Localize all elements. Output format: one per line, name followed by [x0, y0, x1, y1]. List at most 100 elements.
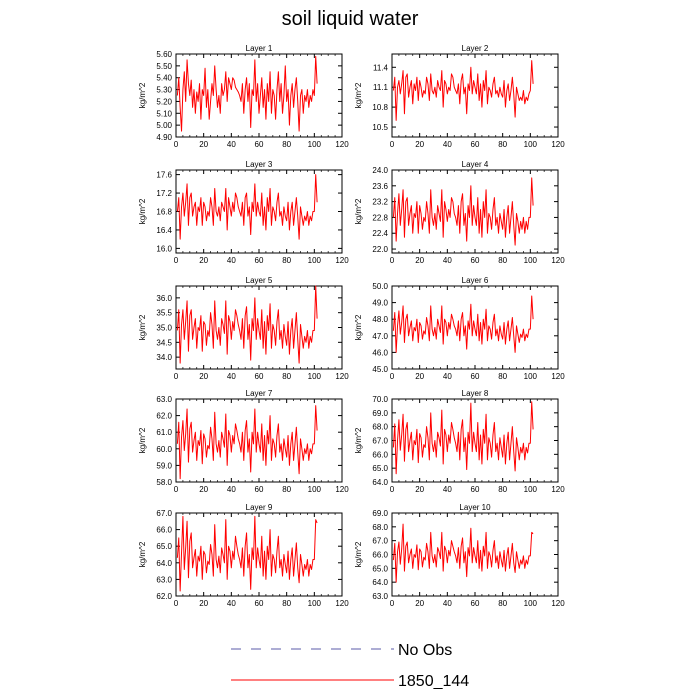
y-tick-label: 67.0	[156, 509, 172, 518]
y-tick-label: 35.0	[156, 324, 172, 333]
y-tick-label: 66.0	[372, 551, 388, 560]
y-axis-label: kg/m^2	[354, 314, 363, 340]
series-line-1850_144	[176, 285, 318, 364]
x-tick-label: 120	[551, 485, 565, 494]
y-tick-label: 65.0	[372, 464, 388, 473]
x-tick-label: 60	[255, 256, 264, 265]
x-tick-label: 0	[390, 140, 395, 149]
y-tick-label: 65.0	[156, 542, 172, 551]
y-tick-label: 61.0	[156, 428, 172, 437]
y-tick-label: 22.4	[372, 229, 388, 238]
panel-layer-9: Layer 9 kg/m^2 0 20 40 60 80 100 120 62.0 63.0 64.0…	[138, 503, 349, 608]
x-tick-label: 60	[255, 140, 264, 149]
y-tick-label: 5.20	[156, 97, 172, 106]
y-tick-label: 35.5	[156, 309, 172, 318]
figure-title: soil liquid water	[281, 8, 419, 30]
x-tick-label: 20	[415, 485, 424, 494]
panel-title: Layer 3	[246, 160, 273, 169]
x-tick-label: 100	[524, 599, 538, 608]
x-tick-label: 0	[174, 485, 179, 494]
x-tick-label: 120	[551, 256, 565, 265]
series-line-1850_144	[392, 295, 534, 353]
x-tick-label: 20	[415, 140, 424, 149]
x-tick-label: 60	[471, 256, 480, 265]
x-tick-label: 60	[471, 599, 480, 608]
x-tick-label: 0	[390, 372, 395, 381]
series-line-1850_144	[392, 401, 534, 475]
y-tick-label: 4.90	[156, 133, 172, 142]
panel-layer-5: Layer 5 kg/m^2 0 20 40 60 80 100 120 34.0 34.5 35.0…	[138, 276, 349, 381]
x-tick-label: 60	[471, 372, 480, 381]
y-tick-label: 69.0	[372, 509, 388, 518]
x-tick-label: 80	[282, 485, 291, 494]
x-tick-label: 120	[335, 372, 349, 381]
x-tick-label: 20	[415, 256, 424, 265]
series-line-1850_144	[392, 177, 534, 246]
y-axis-label: kg/m^2	[354, 541, 363, 567]
legend-label: No Obs	[398, 642, 452, 659]
panel-title: Layer 6	[462, 276, 489, 285]
series-line-1850_144	[176, 405, 318, 480]
panel-title: Layer 8	[462, 389, 489, 398]
y-tick-label: 70.0	[372, 395, 388, 404]
x-tick-label: 80	[498, 599, 507, 608]
x-tick-label: 40	[227, 140, 236, 149]
x-tick-label: 40	[443, 485, 452, 494]
panel-title: Layer 7	[246, 389, 273, 398]
y-axis-label: kg/m^2	[138, 198, 147, 224]
y-axis-label: kg/m^2	[354, 427, 363, 453]
panel-layer-2: Layer 2 kg/m^2 0 20 40 60 80 100 120 10.5 10.8 11.1…	[354, 44, 565, 149]
x-tick-label: 40	[443, 256, 452, 265]
panel-title: Layer 9	[246, 503, 273, 512]
x-tick-label: 0	[174, 256, 179, 265]
y-tick-label: 11.1	[373, 83, 389, 92]
x-tick-label: 0	[390, 599, 395, 608]
x-tick-label: 40	[227, 599, 236, 608]
x-tick-label: 100	[308, 599, 322, 608]
y-tick-label: 11.4	[373, 63, 389, 72]
x-tick-label: 100	[524, 140, 538, 149]
y-tick-label: 16.4	[156, 226, 172, 235]
x-tick-label: 100	[308, 140, 322, 149]
x-tick-label: 0	[174, 599, 179, 608]
panel-layer-1: Layer 1 kg/m^2 0 20 40 60 80 100 120 4.90 5.00 5.10…	[138, 44, 349, 149]
x-tick-label: 40	[227, 256, 236, 265]
y-tick-label: 48.0	[372, 315, 388, 324]
series-line-1850_144	[176, 55, 318, 132]
y-tick-label: 17.6	[156, 171, 172, 180]
x-tick-label: 100	[524, 256, 538, 265]
y-tick-label: 5.40	[156, 74, 172, 83]
x-tick-label: 40	[443, 599, 452, 608]
x-tick-label: 0	[174, 140, 179, 149]
y-tick-label: 17.2	[156, 189, 172, 198]
panel-title: Layer 2	[462, 44, 489, 53]
x-tick-label: 60	[471, 140, 480, 149]
y-tick-label: 16.0	[156, 244, 172, 253]
y-tick-label: 59.0	[156, 461, 172, 470]
x-tick-label: 80	[498, 485, 507, 494]
x-tick-label: 80	[282, 599, 291, 608]
x-tick-label: 120	[335, 256, 349, 265]
x-tick-label: 0	[390, 256, 395, 265]
y-tick-label: 64.0	[156, 559, 172, 568]
y-axis-label: kg/m^2	[354, 82, 363, 108]
y-tick-label: 49.0	[372, 299, 388, 308]
y-axis-label: kg/m^2	[138, 427, 147, 453]
y-tick-label: 5.10	[156, 109, 172, 118]
x-tick-label: 100	[524, 372, 538, 381]
panel-layer-3: Layer 3 kg/m^2 0 20 40 60 80 100 120 16.0 16.4 16.8…	[138, 160, 349, 265]
y-tick-label: 62.0	[156, 592, 172, 601]
y-tick-label: 67.0	[372, 437, 388, 446]
x-tick-label: 120	[551, 372, 565, 381]
x-tick-label: 60	[471, 485, 480, 494]
series-line-1850_144	[176, 515, 318, 592]
y-tick-label: 63.0	[372, 592, 388, 601]
series-line-1850_144	[176, 174, 318, 240]
x-tick-label: 40	[227, 372, 236, 381]
y-axis-label: kg/m^2	[138, 541, 147, 567]
y-tick-label: 10.8	[372, 103, 388, 112]
panel-layer-6: Layer 6 kg/m^2 0 20 40 60 80 100 120 45.0 46.0 47.0…	[354, 276, 565, 381]
y-tick-label: 66.0	[156, 526, 172, 535]
